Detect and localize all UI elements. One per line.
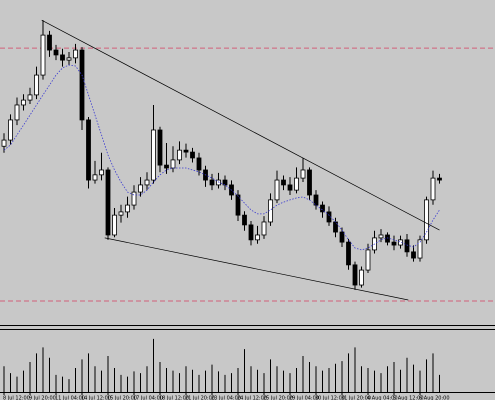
candle-body <box>359 269 364 286</box>
trend-line <box>104 237 409 301</box>
candle-body <box>157 129 163 166</box>
candle-body <box>411 251 416 259</box>
candle-body <box>73 49 78 59</box>
x-tick-label: 18 Jul 12:00 <box>159 396 189 400</box>
candle-body <box>92 174 98 181</box>
candle-body <box>34 74 39 96</box>
candle-body <box>118 211 124 216</box>
candle-body <box>391 241 397 246</box>
candle-body <box>21 99 26 106</box>
candle-body <box>40 34 46 76</box>
x-tick-label: 15 Jul 20:00 <box>107 396 137 400</box>
candle-body <box>294 177 299 191</box>
candle-body <box>53 49 59 56</box>
x-tick-label: 11 Jul 04:00 <box>55 396 85 400</box>
x-tick-label: 6 Aug 20:00 <box>419 396 450 400</box>
candle-body <box>404 239 410 253</box>
candle-body <box>14 104 20 121</box>
x-tick-label: 25 Jul 20:00 <box>263 396 293 400</box>
candle-body <box>398 239 403 246</box>
candle-body <box>86 119 91 181</box>
candle-body <box>378 234 384 239</box>
candle-body <box>1 139 7 147</box>
candle-body <box>151 129 156 181</box>
x-tick-label: 5 Aug 12:00 <box>393 396 424 400</box>
candle-body <box>385 234 390 243</box>
candle-body <box>248 224 254 241</box>
candle-body <box>261 221 267 236</box>
x-tick-label: 8 Jul 12:00 <box>3 396 30 400</box>
x-tick-label: 17 Jul 04:00 <box>133 396 163 400</box>
candle-body <box>47 34 52 51</box>
x-tick-label: 14 Jul 12:00 <box>81 396 111 400</box>
x-tick-label: 30 Jul 12:00 <box>315 396 345 400</box>
candle-body <box>8 119 13 141</box>
candle-body <box>66 57 72 61</box>
candle-body <box>339 231 345 243</box>
candle-body <box>352 264 358 286</box>
candle-body <box>183 149 189 153</box>
x-tick-label: 24 Jul 12:00 <box>237 396 267 400</box>
candle-body <box>222 179 228 186</box>
candle-body <box>365 249 371 271</box>
candle-body <box>125 204 130 213</box>
trend-line <box>41 19 440 231</box>
candle-body <box>417 239 423 259</box>
x-tick-label: 23 Jul 04:00 <box>211 396 241 400</box>
candle-body <box>177 149 182 161</box>
candle-body <box>138 184 143 193</box>
candle-body <box>209 179 215 186</box>
candle-body <box>112 214 117 236</box>
candle-body <box>424 199 429 241</box>
candle-body <box>216 179 221 186</box>
candle-body <box>242 214 247 226</box>
candle-body <box>144 179 150 186</box>
candle-body <box>313 194 319 206</box>
x-tick-label: 4 Aug 04:00 <box>367 396 398 400</box>
moving-average <box>3 64 440 251</box>
candle-body <box>281 179 286 186</box>
candle-body <box>430 177 436 201</box>
candle-body <box>164 164 169 169</box>
x-tick-label: 9 Jul 20:00 <box>29 396 56 400</box>
candle-body <box>255 234 260 241</box>
candle-body <box>131 191 137 206</box>
candle-body <box>235 194 241 216</box>
candle-body <box>99 169 104 176</box>
candle-body <box>27 94 33 101</box>
candle-body <box>196 157 202 171</box>
candle-body <box>60 54 65 61</box>
x-tick-label: 29 Jul 04:00 <box>289 396 319 400</box>
candle-body <box>274 179 280 201</box>
candle-body <box>300 169 306 179</box>
candle-body <box>287 184 293 191</box>
candle-body <box>320 204 325 213</box>
candle-body <box>170 159 176 169</box>
candle-body <box>105 169 111 236</box>
x-tick-label: 21 Jul 20:00 <box>185 396 215 400</box>
candle-body <box>190 151 195 159</box>
x-tick-label: 31 Jul 20:00 <box>341 396 371 400</box>
candle-body <box>79 49 85 121</box>
candle-body <box>346 241 351 266</box>
candle-body <box>307 169 312 196</box>
candle-body <box>437 177 442 181</box>
